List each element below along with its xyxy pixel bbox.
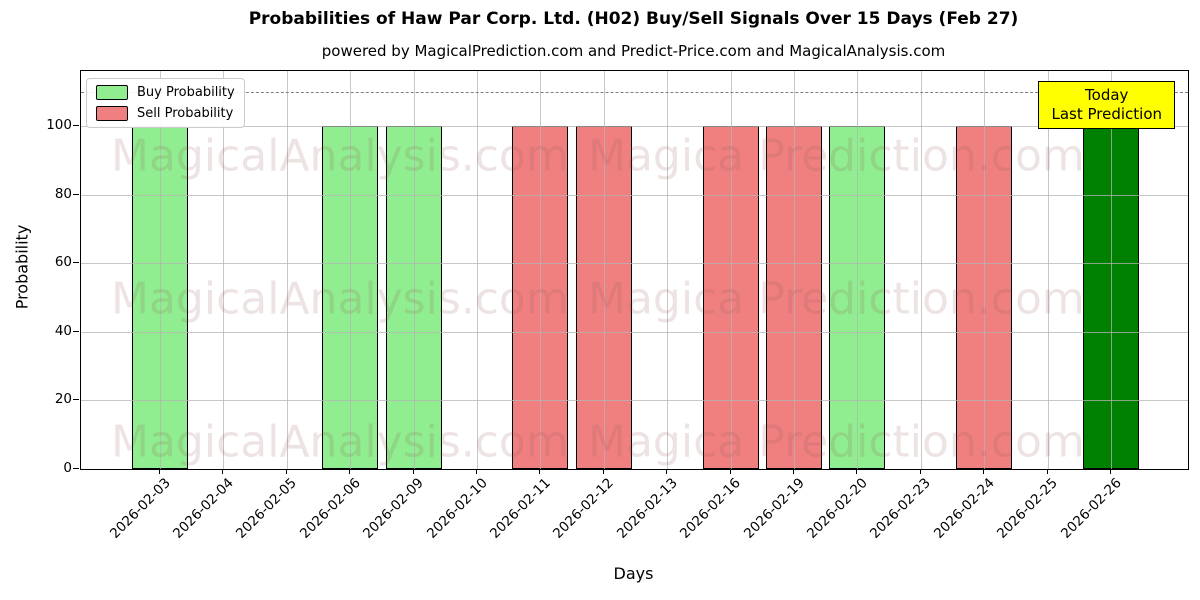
x-tick-mark bbox=[729, 469, 731, 474]
y-tick-mark bbox=[73, 262, 79, 264]
x-tick-mark bbox=[666, 469, 668, 474]
x-tick-mark bbox=[412, 469, 414, 474]
watermark-text: Magica Prediction.com bbox=[588, 273, 1085, 325]
x-gridline bbox=[1047, 71, 1049, 469]
x-gridline bbox=[667, 71, 669, 469]
x-tick-mark bbox=[1046, 469, 1048, 474]
sell-probability-swatch-icon bbox=[96, 106, 128, 121]
y-gridline bbox=[81, 194, 1188, 196]
x-gridline bbox=[223, 71, 225, 469]
x-tick-label: 2026-02-04 bbox=[169, 475, 237, 542]
x-tick-label: 2026-02-26 bbox=[1057, 475, 1125, 542]
legend-item-buy: Buy Probability bbox=[96, 85, 235, 100]
y-tick-mark bbox=[73, 330, 79, 332]
today-annotation-line1: Today bbox=[1085, 86, 1129, 104]
x-tick-mark bbox=[222, 469, 224, 474]
x-tick-mark bbox=[602, 469, 604, 474]
x-tick-label: 2026-02-09 bbox=[360, 475, 427, 542]
y-tick-mark bbox=[73, 468, 79, 469]
y-gridline bbox=[81, 263, 1188, 265]
x-tick-label: 2026-02-03 bbox=[106, 475, 174, 542]
x-gridline bbox=[413, 71, 415, 469]
x-tick-mark bbox=[793, 469, 794, 474]
x-tick-label: 2026-02-10 bbox=[423, 475, 491, 542]
x-tick-mark bbox=[1110, 469, 1111, 474]
y-tick-mark bbox=[73, 399, 79, 401]
plot-area: Buy Probability Sell Probability Today L… bbox=[80, 70, 1189, 470]
x-gridline bbox=[984, 71, 986, 469]
chart-subtitle: powered by MagicalPrediction.com and Pre… bbox=[321, 42, 946, 60]
watermark-text: Magica Prediction.com bbox=[588, 416, 1085, 468]
x-gridline bbox=[1111, 71, 1112, 469]
x-tick-mark bbox=[919, 469, 921, 474]
legend-item-sell: Sell Probability bbox=[96, 106, 235, 121]
x-tick-mark bbox=[476, 469, 477, 474]
legend-label-sell: Sell Probability bbox=[137, 106, 234, 121]
y-gridline bbox=[81, 400, 1188, 402]
x-tick-mark bbox=[856, 469, 858, 474]
x-gridline bbox=[350, 71, 352, 469]
chart-title: Probabilities of Haw Par Corp. Ltd. (H02… bbox=[248, 9, 1019, 29]
x-tick-mark bbox=[349, 469, 351, 474]
x-gridline bbox=[857, 71, 859, 469]
legend: Buy Probability Sell Probability bbox=[86, 78, 245, 128]
x-tick-label: 2026-02-05 bbox=[233, 475, 301, 542]
x-tick-label: 2026-02-06 bbox=[296, 475, 364, 542]
y-tick-label: 60 bbox=[54, 254, 72, 271]
x-gridline bbox=[540, 71, 542, 469]
x-gridline bbox=[286, 71, 288, 469]
y-tick-label: 100 bbox=[46, 116, 72, 133]
x-tick-label: 2026-02-12 bbox=[550, 475, 618, 542]
y-tick-label: 0 bbox=[63, 460, 72, 476]
x-gridline bbox=[920, 71, 922, 469]
watermark-text: MagicalAnalysis.com bbox=[111, 130, 569, 182]
x-gridline bbox=[730, 71, 732, 469]
watermark-text: MagicalAnalysis.com bbox=[111, 416, 569, 468]
x-gridline bbox=[603, 71, 605, 469]
y-tick-mark bbox=[73, 193, 79, 195]
x-gridline bbox=[794, 71, 795, 469]
x-tick-label: 2026-02-23 bbox=[867, 475, 935, 542]
today-annotation: Today Last Prediction bbox=[1038, 81, 1175, 129]
y-gridline bbox=[81, 125, 1188, 127]
buy-probability-swatch-icon bbox=[96, 85, 128, 100]
y-gridline bbox=[81, 331, 1188, 333]
x-tick-mark bbox=[983, 469, 985, 474]
x-tick-mark bbox=[539, 469, 541, 474]
legend-label-buy: Buy Probability bbox=[137, 85, 235, 100]
x-tick-label: 2026-02-20 bbox=[803, 475, 871, 542]
x-gridline bbox=[160, 71, 161, 469]
x-tick-label: 2026-02-25 bbox=[994, 475, 1061, 542]
x-tick-label: 2026-02-11 bbox=[486, 475, 554, 542]
x-tick-label: 2026-02-16 bbox=[677, 475, 744, 542]
x-tick-label: 2026-02-24 bbox=[930, 475, 998, 542]
watermark-text: MagicalAnalysis.com bbox=[111, 273, 569, 325]
x-axis-label: Days bbox=[613, 564, 654, 583]
watermark-text: Magica Prediction.com bbox=[588, 130, 1085, 182]
y-tick-label: 20 bbox=[54, 391, 72, 408]
x-gridline bbox=[477, 71, 478, 469]
x-tick-label: 2026-02-13 bbox=[613, 475, 681, 542]
x-tick-mark bbox=[159, 469, 160, 474]
y-tick-mark bbox=[73, 124, 79, 126]
y-tick-label: 80 bbox=[54, 185, 72, 202]
x-tick-mark bbox=[285, 469, 287, 474]
threshold-dashed-line bbox=[81, 91, 1188, 93]
x-tick-label: 2026-02-19 bbox=[740, 475, 808, 542]
today-annotation-line2: Last Prediction bbox=[1051, 105, 1162, 123]
y-tick-label: 40 bbox=[54, 322, 72, 339]
